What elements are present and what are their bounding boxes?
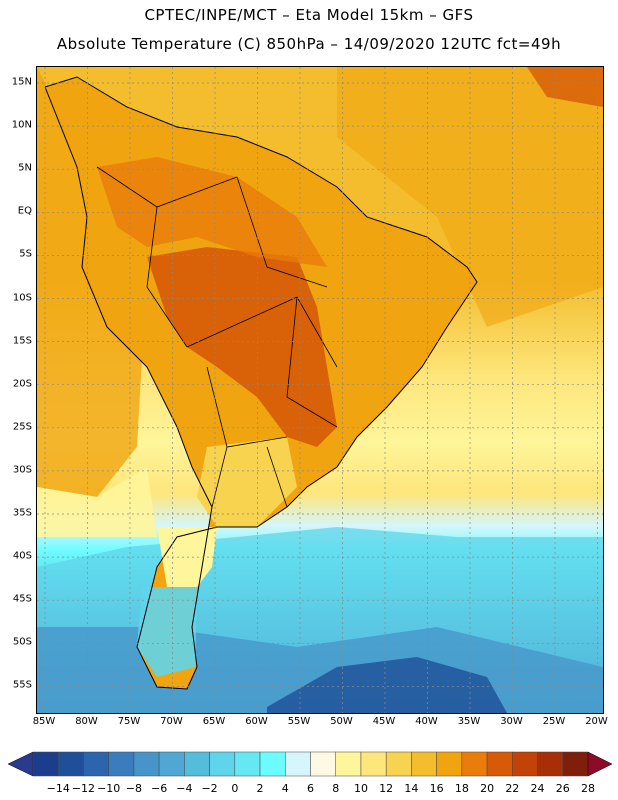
colorbar-tick-label: −8 [125,782,143,795]
lon-label: 20W [585,716,608,727]
lat-label: 25S [12,421,32,433]
lat-label: 5N [18,162,32,174]
caribbean-hot [527,67,603,107]
colorbar-swatch [32,751,59,777]
colorbar-tick-label: 8 [332,782,340,795]
lon-label: 70W [160,716,183,727]
lon-label: 65W [202,716,226,727]
interior-hot-core [147,247,337,447]
map-field-svg [37,67,603,713]
colorbar-swatch [486,751,513,777]
lon-label: 45W [372,716,396,727]
lon-label: 40W [415,716,438,727]
colorbar-tick-label: 16 [429,782,444,795]
chart-title-line1: CPTEC/INPE/MCT – Eta Model 15km – GFS [144,6,474,24]
colorbar-swatch [285,751,311,777]
lat-label: 45S [12,593,32,605]
south-cone-cold [137,587,197,677]
colorbar-swatch [310,751,336,777]
colorbar-tick-label: 0 [231,782,239,795]
colorbar-swatch [562,751,589,777]
lon-label: 50W [330,716,353,727]
colorbar-tick-label: −10 [97,782,121,795]
colorbar-tick-label: 12 [379,782,394,795]
colorbar-swatch [512,751,538,777]
colorbar-tick-label: −6 [151,782,168,795]
colorbar-swatch [461,751,488,777]
lat-label: 15N [11,76,32,88]
coastline [44,76,478,690]
colorbar-tick-label: 28 [581,782,595,795]
colorbar-tick-label: 20 [480,782,495,795]
colorbar-swatch [234,751,261,777]
lon-label: 80W [75,716,98,727]
lat-label: 15S [12,335,32,347]
lat-label: 35S [12,507,32,519]
colorbar-swatch [209,751,236,777]
colorbar [7,751,613,777]
lon-label: 75W [117,716,141,727]
colorbar-swatch [83,751,109,777]
colorbar-swatch [385,751,412,777]
colorbar-tick-label: 4 [281,782,289,795]
lat-label: 30S [12,464,32,476]
lat-label: 10N [11,119,32,131]
lat-label: 5S [19,248,32,260]
lat-label: EQ [17,205,32,217]
lon-label: 30W [500,716,523,727]
colorbar-tick-label: 14 [404,782,419,795]
colorbar-tick-label: 24 [530,782,545,795]
coldest-core [267,657,507,713]
colorbar-low-arrow [7,751,34,777]
colorbar-swatch [133,751,160,777]
colorbar-tick-label: 22 [505,782,520,795]
chart-title-line2: Absolute Temperature (C) 850hPa – 14/09/… [56,35,562,53]
country-borders [96,166,338,508]
colorbar-swatch [158,751,185,777]
temperature-map [36,66,604,714]
colorbar-swatch [335,751,362,777]
colorbar-swatch [360,751,387,777]
colorbar-tick-label: 26 [555,782,570,795]
colorbar-swatch [259,751,286,777]
colorbar-swatch [184,751,210,777]
colorbar-tick-label: 18 [454,782,469,795]
colorbar-swatch [411,751,437,777]
colorbar-tick-label: −4 [176,782,193,795]
lon-label: 85W [32,716,56,727]
lon-label: 35W [457,716,481,727]
colorbar-tick-label: 6 [307,782,314,795]
lat-label: 10S [12,292,32,303]
lat-lon-grid [37,67,603,713]
south-cone-mid [197,437,297,527]
pacific-mid-band [37,467,157,537]
lon-label: 55W [287,716,311,727]
colorbar-tick-label: 2 [256,782,264,795]
colorbar-tick-label: −14 [46,782,70,795]
colorbar-high-arrow [587,751,613,777]
lat-label: 20S [12,378,32,390]
colorbar-swatch [57,751,84,777]
lon-label: 25W [542,716,566,727]
lat-label: 50S [12,636,32,648]
colorbar-swatch [436,751,463,777]
colorbar-swatch [108,751,135,777]
colorbar-swatch [537,751,564,777]
colorbar-tick-label: −2 [201,782,218,795]
lon-label: 60W [245,716,268,727]
colorbar-tick-label: 10 [353,782,368,795]
lat-label: 55S [12,679,32,691]
lat-label: 40S [12,550,32,562]
colorbar-tick-label: −12 [71,782,96,795]
